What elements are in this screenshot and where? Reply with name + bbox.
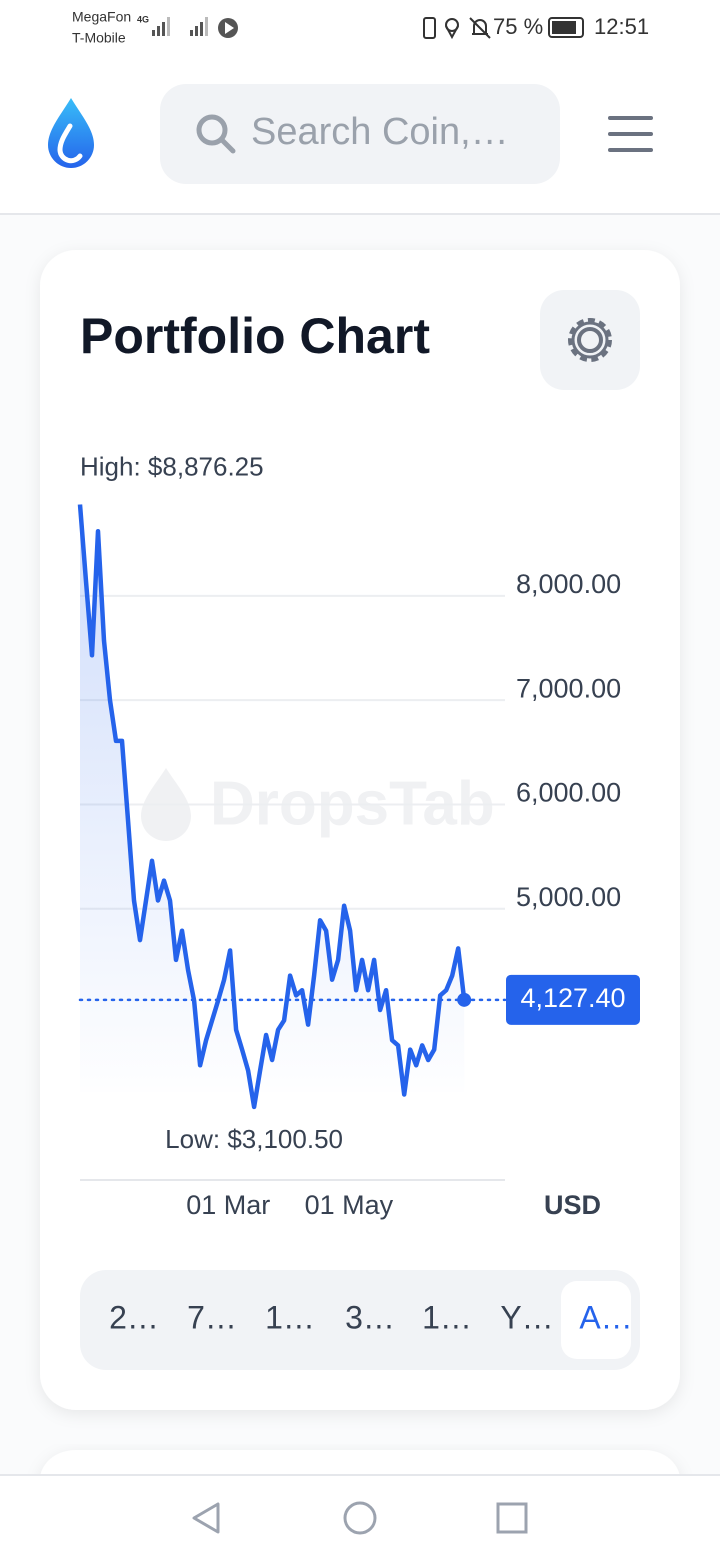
status-icons: [423, 17, 491, 40]
chart: 5,000.00 6,000.00 7,000.00 8,000.00 01 Mar 01…: [77, 451, 640, 1220]
y-tick-label: 6,000.00: [516, 778, 621, 808]
range-active-bg: [561, 1281, 631, 1359]
logo-mark: [57, 123, 83, 164]
search-icon: [219, 137, 236, 154]
search-box[interactable]: [160, 84, 560, 184]
line: [77, 504, 467, 1110]
currency: USD: [544, 1190, 601, 1220]
y-tick-label: 5,000.00: [516, 882, 621, 912]
clock: 12:51: [594, 14, 649, 39]
range-button[interactable]: 1…: [265, 1299, 315, 1335]
range-button[interactable]: 7…: [187, 1299, 237, 1335]
search-placeholder: Search Coin,…: [251, 111, 509, 153]
back-button[interactable]: [192, 1502, 220, 1534]
x-tick-label: 01 May: [305, 1190, 394, 1220]
menu-button[interactable]: [608, 116, 653, 152]
battery-fill: [552, 21, 576, 34]
recents-button[interactable]: [496, 1502, 528, 1534]
range-button[interactable]: 2…: [109, 1299, 159, 1335]
x-tick-label: 01 Mar: [186, 1190, 270, 1220]
current-value-label: 4,127.40: [520, 983, 625, 1013]
area: [80, 504, 465, 1107]
carrier: T-Mobile: [72, 30, 126, 46]
search-icon: [196, 114, 228, 146]
y-tick-label: 7,000.00: [516, 673, 621, 703]
gear-icon: [571, 321, 609, 359]
settings-button[interactable]: [540, 290, 640, 390]
battery-level: 75 %: [493, 14, 543, 39]
signal-icons: [152, 17, 238, 38]
range-button[interactable]: A…: [579, 1299, 632, 1335]
card-title: Portfolio Chart: [80, 308, 430, 364]
nav-bar: [0, 1475, 720, 1560]
range-button[interactable]: 3…: [345, 1299, 395, 1335]
range-button[interactable]: 1…: [422, 1299, 472, 1335]
card: [40, 250, 680, 1410]
y-tick-label: 8,000.00: [516, 569, 621, 599]
current-value-badge: [506, 974, 640, 1025]
high-label: High: $8,876.25: [80, 451, 264, 481]
range-button[interactable]: Y…: [500, 1299, 553, 1335]
low-label: Low: $3,100.50: [165, 1124, 343, 1154]
last-point: [457, 992, 472, 1007]
carrier: MegaFon: [72, 9, 131, 25]
battery-icon: [548, 17, 584, 38]
range-selector: [80, 1270, 640, 1370]
network: 4G: [137, 14, 149, 24]
gear-icon: [577, 327, 603, 353]
home-button[interactable]: [343, 1501, 377, 1535]
gear-icon: [568, 318, 612, 362]
